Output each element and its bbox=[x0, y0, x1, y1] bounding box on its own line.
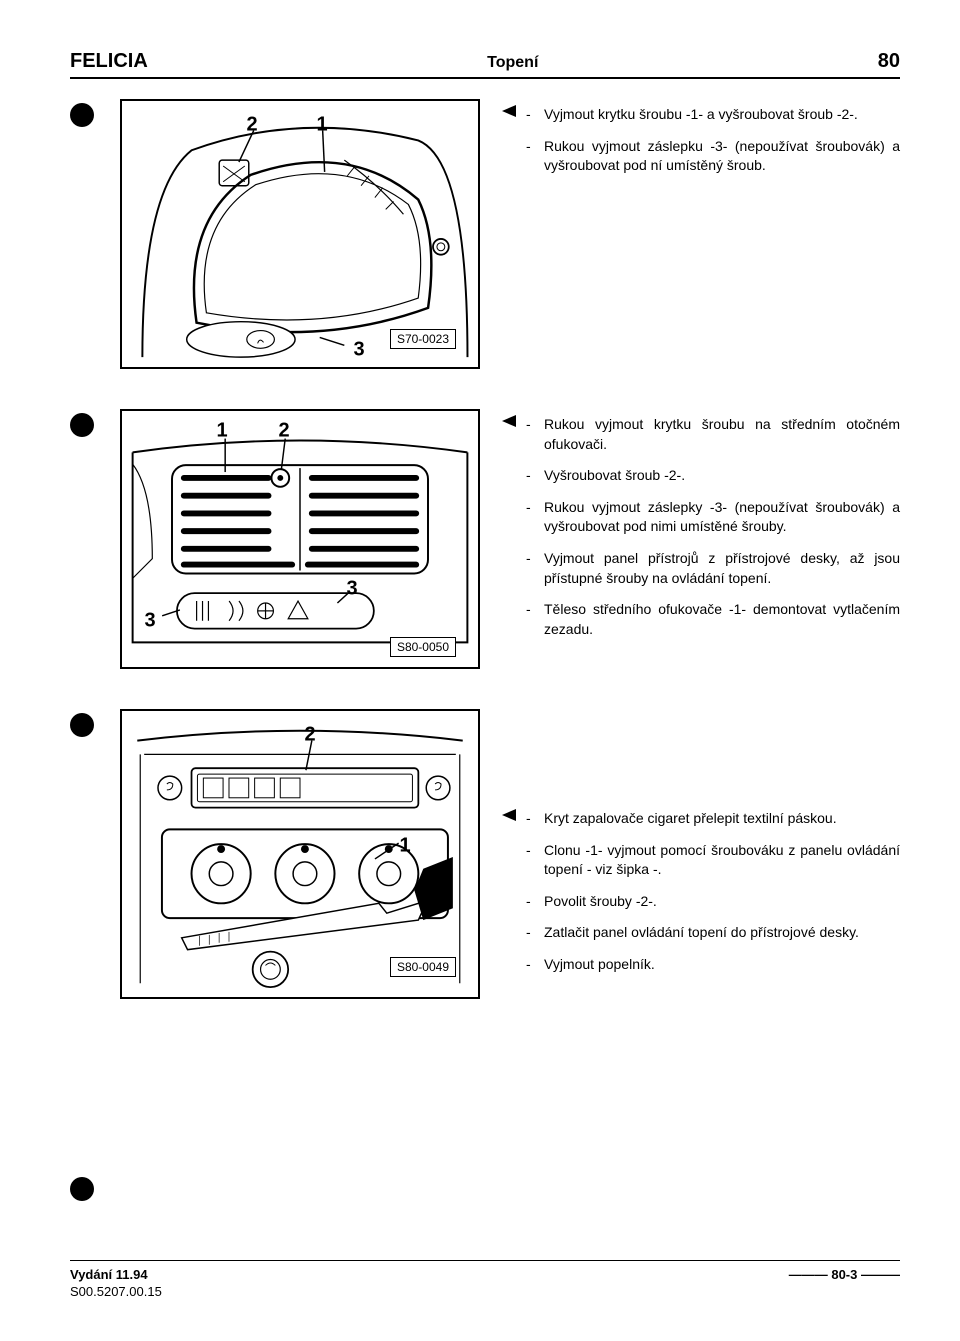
instruction-item: -Rukou vyjmout záslepku -3- (nepoužívat … bbox=[500, 137, 900, 176]
instruction-item: -Povolit šrouby -2-. bbox=[500, 892, 900, 912]
arrow-left-icon bbox=[500, 809, 518, 821]
instruction-text: Vyšroubovat šroub -2-. bbox=[544, 466, 900, 486]
instruction-text: Clonu -1- vyjmout pomocí šroubováku z pa… bbox=[544, 841, 900, 880]
callout-number: 1 bbox=[399, 835, 410, 858]
figure-2-column: S80-0050 1 2 3 3 bbox=[120, 409, 480, 669]
instruction-text: Rukou vyjmout krytku šroubu na středním … bbox=[544, 415, 900, 454]
black-dot-icon bbox=[70, 103, 94, 127]
section-1: S70-0023 2 1 3 -Vyjmout krytku šroubu -1- … bbox=[70, 99, 900, 369]
instruction-item: -Rukou vyjmout krytku šroubu na středním… bbox=[500, 415, 900, 454]
figure-1-column: S70-0023 2 1 3 bbox=[120, 99, 480, 369]
arrow-left-icon bbox=[500, 415, 518, 427]
figure-instrument-cluster: S70-0023 2 1 3 bbox=[120, 99, 480, 369]
callout-number: 1 bbox=[316, 114, 327, 137]
figure-2-drawing bbox=[122, 411, 478, 667]
section-3: S80-0049 21 -Kryt zapalovače cigaret pře… bbox=[70, 709, 900, 999]
bullet-marker bbox=[70, 709, 100, 737]
instruction-item: -Vyjmout krytku šroubu -1- a vyšroubovat… bbox=[500, 105, 900, 125]
callout-number: 2 bbox=[304, 724, 315, 747]
header-section-title: Topení bbox=[487, 54, 538, 72]
dash-marker: - bbox=[526, 105, 536, 125]
bullet-marker-bottom bbox=[70, 1177, 94, 1201]
header-chapter-number: 80 bbox=[878, 50, 900, 73]
dash-marker: - bbox=[526, 415, 536, 435]
page-footer: Vydání 11.94 S00.5207.00.15 ——— 80-3 ——— bbox=[70, 1260, 900, 1301]
figure-3-drawing bbox=[122, 711, 478, 997]
footer-page-ref: ——— 80-3 ——— bbox=[789, 1267, 900, 1301]
footer-edition: Vydání 11.94 bbox=[70, 1267, 162, 1284]
instruction-text: Vyjmout krytku šroubu -1- a vyšroubovat … bbox=[544, 105, 900, 125]
callout-number: 3 bbox=[346, 578, 357, 601]
footer-doc-number: S00.5207.00.15 bbox=[70, 1284, 162, 1301]
instruction-item: -Clonu -1- vyjmout pomocí šroubováku z p… bbox=[500, 841, 900, 880]
dash-marker: - bbox=[526, 841, 536, 861]
instruction-text: Kryt zapalovače cigaret přelepit textiln… bbox=[544, 809, 900, 829]
callout-number: 2 bbox=[246, 114, 257, 137]
dash-marker: - bbox=[526, 600, 536, 620]
text-col-3: -Kryt zapalovače cigaret přelepit textil… bbox=[500, 709, 900, 987]
text-col-1: -Vyjmout krytku šroubu -1- a vyšroubovat… bbox=[500, 99, 900, 188]
black-dot-icon bbox=[70, 413, 94, 437]
instruction-text: Rukou vyjmout záslepku -3- (nepoužívat š… bbox=[544, 137, 900, 176]
instruction-item: -Vyjmout panel přístrojů z přístrojové d… bbox=[500, 549, 900, 588]
figure-code-3: S80-0049 bbox=[390, 957, 456, 977]
black-dot-icon bbox=[70, 1177, 94, 1201]
instruction-text: Povolit šrouby -2-. bbox=[544, 892, 900, 912]
dash-marker: - bbox=[526, 923, 536, 943]
text-col-2: -Rukou vyjmout krytku šroubu na středním… bbox=[500, 409, 900, 651]
footer-page-number: 80-3 bbox=[831, 1267, 857, 1282]
dash-marker: - bbox=[526, 137, 536, 157]
instruction-item: -Zatlačit panel ovládání topení do příst… bbox=[500, 923, 900, 943]
instruction-text: Těleso středního ofukovače -1- demontova… bbox=[544, 600, 900, 639]
page-header: FELICIA Topení 80 bbox=[70, 50, 900, 79]
instruction-text: Zatlačit panel ovládání topení do přístr… bbox=[544, 923, 900, 943]
figure-3-column: S80-0049 2 1 bbox=[120, 709, 480, 999]
instruction-item: -Vyšroubovat šroub -2-. bbox=[500, 466, 900, 486]
bullet-marker bbox=[70, 99, 100, 127]
dash-marker: - bbox=[526, 892, 536, 912]
header-model: FELICIA bbox=[70, 50, 148, 73]
figure-center-vents: S80-0050 1 2 3 3 bbox=[120, 409, 480, 669]
bullet-marker bbox=[70, 409, 100, 437]
callout-number: 2 bbox=[278, 420, 289, 443]
instruction-text: Vyjmout panel přístrojů z přístrojové de… bbox=[544, 549, 900, 588]
callout-number: 3 bbox=[353, 339, 364, 362]
section-2: S80-0050 1233 -Rukou vyjmout krytku šrou… bbox=[70, 409, 900, 669]
black-dot-icon bbox=[70, 713, 94, 737]
arrow-left-icon bbox=[500, 105, 518, 117]
dash-marker: - bbox=[526, 498, 536, 518]
instruction-item: -Rukou vyjmout záslepky -3- (nepoužívat … bbox=[500, 498, 900, 537]
instruction-item: -Těleso středního ofukovače -1- demontov… bbox=[500, 600, 900, 639]
dash-marker: - bbox=[526, 549, 536, 569]
figure-code-1: S70-0023 bbox=[390, 329, 456, 349]
instruction-item: -Kryt zapalovače cigaret přelepit textil… bbox=[500, 809, 900, 829]
callout-number: 1 bbox=[216, 420, 227, 443]
figure-heater-controls: S80-0049 2 1 bbox=[120, 709, 480, 999]
dash-marker: - bbox=[526, 466, 536, 486]
dash-marker: - bbox=[526, 955, 536, 975]
instruction-text: Vyjmout popelník. bbox=[544, 955, 900, 975]
footer-left: Vydání 11.94 S00.5207.00.15 bbox=[70, 1267, 162, 1301]
figure-code-2: S80-0050 bbox=[390, 637, 456, 657]
callout-number: 3 bbox=[144, 610, 155, 633]
instruction-item: -Vyjmout popelník. bbox=[500, 955, 900, 975]
figure-1-drawing bbox=[122, 101, 478, 367]
instruction-text: Rukou vyjmout záslepky -3- (nepoužívat š… bbox=[544, 498, 900, 537]
dash-marker: - bbox=[526, 809, 536, 829]
